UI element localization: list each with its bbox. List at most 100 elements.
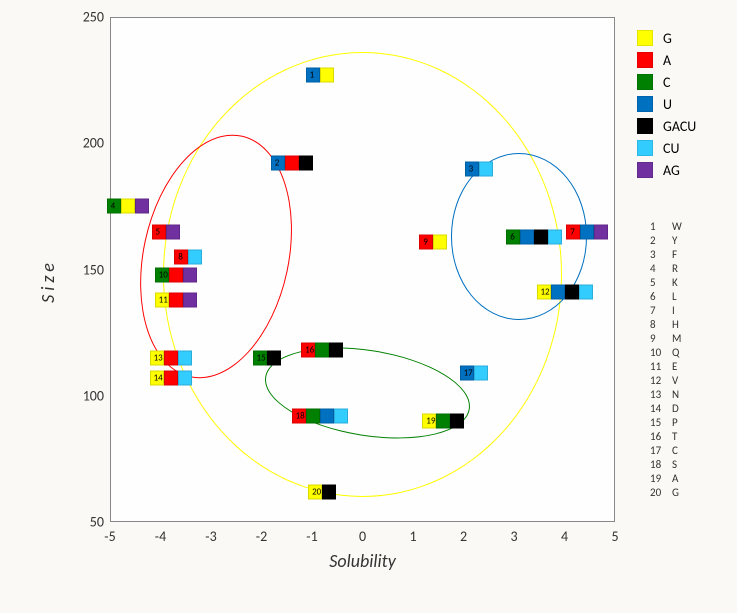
segment-AG — [166, 224, 180, 239]
y-tick-label: 50 — [72, 514, 104, 531]
segment-G — [150, 371, 164, 386]
segment-A — [174, 249, 188, 264]
y-tick-label: 150 — [72, 261, 104, 278]
segment-C — [253, 350, 267, 365]
segment-C — [155, 267, 169, 282]
data-point-20: 20 — [308, 484, 336, 499]
data-point-1: 1 — [306, 68, 334, 83]
segment-GACU — [329, 343, 343, 358]
segment-CU — [178, 371, 192, 386]
legend-swatch — [637, 118, 653, 134]
aa-list-code: C — [672, 444, 686, 458]
x-tick-label: 4 — [561, 528, 568, 545]
legend-item-CU: CU — [637, 137, 696, 159]
y-tick-label: 250 — [72, 9, 104, 26]
aa-list-code: G — [672, 486, 686, 500]
x-tick-label: -4 — [155, 528, 166, 545]
aa-list-row: 19A — [650, 472, 686, 486]
aa-list-row: 8H — [650, 318, 686, 332]
data-point-18: 18 — [292, 408, 348, 423]
segment-CU — [548, 229, 562, 244]
segment-A — [164, 371, 178, 386]
aa-list-number: 17 — [650, 444, 672, 458]
segment-AG — [135, 199, 149, 214]
legend-label: G — [663, 30, 672, 47]
segment-G — [320, 68, 334, 83]
aa-list-number: 3 — [650, 248, 672, 262]
aa-list-number: 7 — [650, 304, 672, 318]
segment-A — [169, 292, 183, 307]
aa-list-row: 11E — [650, 360, 686, 374]
aa-list-number: 14 — [650, 402, 672, 416]
amino-acid-list: 1W2Y3F4R5K6L7I8H9M10Q11E12V13N14D15P16T1… — [650, 220, 686, 500]
segment-GACU — [450, 414, 464, 429]
x-tick-label: -5 — [104, 528, 115, 545]
segment-AG — [183, 267, 197, 282]
data-point-19: 19 — [422, 414, 464, 429]
aa-list-row: 20G — [650, 486, 686, 500]
data-point-11: 11 — [155, 292, 197, 307]
legend-swatch — [637, 30, 653, 46]
legend-item-AG: AG — [637, 159, 696, 181]
y-tick-label: 200 — [72, 135, 104, 152]
aa-list-row: 2Y — [650, 234, 686, 248]
aa-list-code: K — [672, 276, 686, 290]
segment-AG — [594, 224, 608, 239]
aa-list-row: 5K — [650, 276, 686, 290]
segment-C — [436, 414, 450, 429]
data-point-14: 14 — [150, 371, 192, 386]
segment-U — [460, 366, 474, 381]
segment-G — [150, 350, 164, 365]
segment-C — [306, 408, 320, 423]
x-tick-label: 5 — [611, 528, 618, 545]
segment-G — [433, 234, 447, 249]
aa-list-code: H — [672, 318, 686, 332]
legend-swatch — [637, 140, 653, 156]
segment-U — [320, 408, 334, 423]
legend-label: AG — [663, 162, 680, 179]
segment-C — [107, 199, 121, 214]
segment-G — [308, 484, 322, 499]
aa-list-code: I — [672, 304, 686, 318]
legend-label: U — [663, 96, 672, 113]
segment-GACU — [299, 156, 313, 171]
x-tick-label: -1 — [306, 528, 317, 545]
segment-CU — [474, 366, 488, 381]
aa-list-code: Y — [672, 234, 686, 248]
aa-list-number: 20 — [650, 486, 672, 500]
chart-container: -5-4-3-2-1012345 50100150200250 Solubili… — [15, 5, 730, 605]
data-point-4: 4 — [107, 199, 149, 214]
aa-list-number: 4 — [650, 262, 672, 276]
aa-list-row: 18S — [650, 458, 686, 472]
aa-list-code: E — [672, 360, 686, 374]
legend-item-U: U — [637, 93, 696, 115]
x-tick-label: 1 — [409, 528, 416, 545]
segment-U — [520, 229, 534, 244]
segment-CU — [178, 350, 192, 365]
data-point-16: 16 — [301, 343, 343, 358]
aa-list-row: 9M — [650, 332, 686, 346]
segment-A — [169, 267, 183, 282]
aa-list-number: 11 — [650, 360, 672, 374]
data-point-17: 17 — [460, 366, 488, 381]
segment-A — [164, 350, 178, 365]
aa-list-number: 12 — [650, 374, 672, 388]
x-tick-label: -3 — [205, 528, 216, 545]
segment-A — [301, 343, 315, 358]
data-point-5: 5 — [152, 224, 180, 239]
segment-GACU — [322, 484, 336, 499]
segment-G — [537, 285, 551, 300]
y-axis-title: Size — [37, 259, 59, 303]
segment-G — [121, 199, 135, 214]
data-point-2: 2 — [271, 156, 313, 171]
aa-list-number: 16 — [650, 430, 672, 444]
legend-swatch — [637, 74, 653, 90]
aa-list-row: 15P — [650, 416, 686, 430]
aa-list-code: M — [672, 332, 686, 346]
x-tick-label: 2 — [460, 528, 467, 545]
aa-list-number: 15 — [650, 416, 672, 430]
segment-A — [566, 224, 580, 239]
aa-list-code: P — [672, 416, 686, 430]
aa-list-row: 12V — [650, 374, 686, 388]
data-point-13: 13 — [150, 350, 192, 365]
